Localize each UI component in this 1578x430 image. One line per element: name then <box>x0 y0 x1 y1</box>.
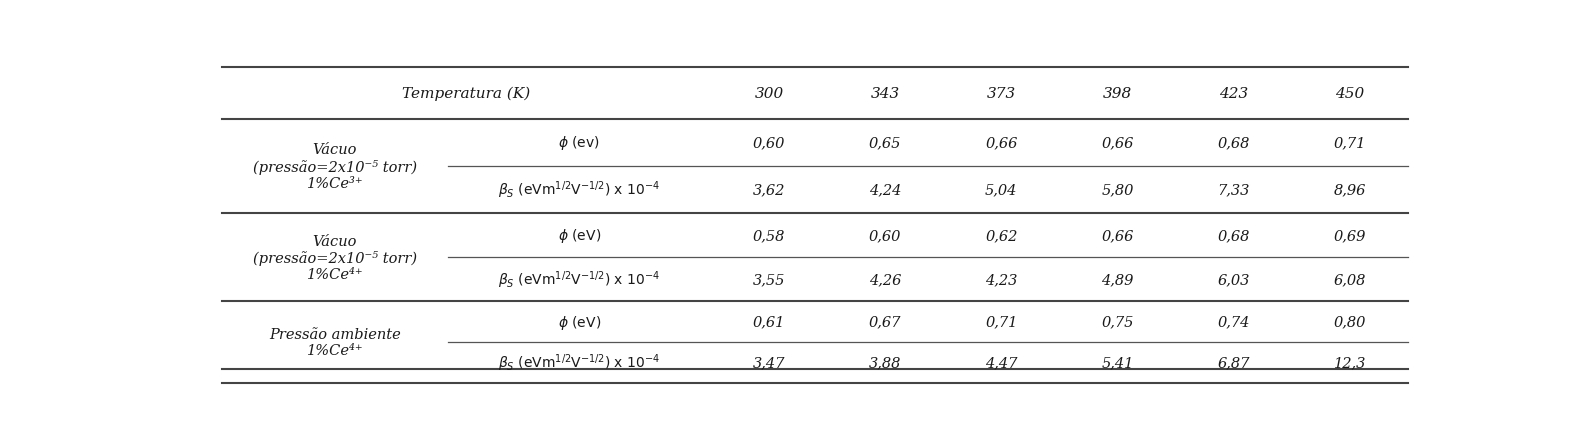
Text: 5,04: 5,04 <box>985 183 1018 197</box>
Text: 5,80: 5,80 <box>1101 183 1133 197</box>
Text: 4,24: 4,24 <box>869 183 901 197</box>
Text: Temperatura (K): Temperatura (K) <box>402 86 530 101</box>
Text: 450: 450 <box>1335 87 1365 101</box>
Text: 3,47: 3,47 <box>753 356 786 369</box>
Text: $\phi$ (eV): $\phi$ (eV) <box>559 313 601 331</box>
Text: $\beta_S$ (eVm$^{1/2}$V$^{-1/2}$) x 10$^{-4}$: $\beta_S$ (eVm$^{1/2}$V$^{-1/2}$) x 10$^… <box>499 269 661 290</box>
Text: 0,68: 0,68 <box>1218 136 1250 150</box>
Text: 3,88: 3,88 <box>869 356 901 369</box>
Text: 0,71: 0,71 <box>1333 136 1367 150</box>
Text: 0,80: 0,80 <box>1333 315 1367 329</box>
Text: $\phi$ (eV): $\phi$ (eV) <box>559 227 601 245</box>
Text: 4,23: 4,23 <box>985 273 1018 287</box>
Text: 0,65: 0,65 <box>869 136 901 150</box>
Text: 0,60: 0,60 <box>753 136 786 150</box>
Text: 0,66: 0,66 <box>1101 229 1133 243</box>
Text: $\beta_S$ (eVm$^{1/2}$V$^{-1/2}$) x 10$^{-4}$: $\beta_S$ (eVm$^{1/2}$V$^{-1/2}$) x 10$^… <box>499 352 661 373</box>
Text: 373: 373 <box>986 87 1016 101</box>
Text: 6,03: 6,03 <box>1218 273 1250 287</box>
Text: 4,26: 4,26 <box>869 273 901 287</box>
Text: 0,58: 0,58 <box>753 229 786 243</box>
Text: 6,87: 6,87 <box>1218 356 1250 369</box>
Text: 0,61: 0,61 <box>753 315 786 329</box>
Text: 0,75: 0,75 <box>1101 315 1133 329</box>
Text: 5,41: 5,41 <box>1101 356 1133 369</box>
Text: 0,71: 0,71 <box>985 315 1018 329</box>
Text: 4,47: 4,47 <box>985 356 1018 369</box>
Text: 4,89: 4,89 <box>1101 273 1133 287</box>
Text: 7,33: 7,33 <box>1218 183 1250 197</box>
Text: $\beta_S$ (eVm$^{1/2}$V$^{-1/2}$) x 10$^{-4}$: $\beta_S$ (eVm$^{1/2}$V$^{-1/2}$) x 10$^… <box>499 179 661 201</box>
Text: 0,68: 0,68 <box>1218 229 1250 243</box>
Text: 0,66: 0,66 <box>985 136 1018 150</box>
Text: 423: 423 <box>1220 87 1248 101</box>
Text: 0,74: 0,74 <box>1218 315 1250 329</box>
Text: 300: 300 <box>754 87 784 101</box>
Text: 398: 398 <box>1103 87 1131 101</box>
Text: 3,55: 3,55 <box>753 273 786 287</box>
Text: 3,62: 3,62 <box>753 183 786 197</box>
Text: 0,62: 0,62 <box>985 229 1018 243</box>
Text: 0,67: 0,67 <box>869 315 901 329</box>
Text: Vácuo
(pressão=2x10⁻⁵ torr)
1%Ce⁴⁺: Vácuo (pressão=2x10⁻⁵ torr) 1%Ce⁴⁺ <box>252 234 417 282</box>
Text: Pressão ambiente
1%Ce⁴⁺: Pressão ambiente 1%Ce⁴⁺ <box>268 327 401 357</box>
Text: 0,69: 0,69 <box>1333 229 1367 243</box>
Text: 0,66: 0,66 <box>1101 136 1133 150</box>
Text: 0,60: 0,60 <box>869 229 901 243</box>
Text: 8,96: 8,96 <box>1333 183 1367 197</box>
Text: 12,3: 12,3 <box>1333 356 1367 369</box>
Text: 6,08: 6,08 <box>1333 273 1367 287</box>
Text: $\phi$ (ev): $\phi$ (ev) <box>559 134 600 152</box>
Text: Vácuo
(pressão=2x10⁻⁵ torr)
1%Ce³⁺: Vácuo (pressão=2x10⁻⁵ torr) 1%Ce³⁺ <box>252 143 417 190</box>
Text: 343: 343 <box>871 87 899 101</box>
